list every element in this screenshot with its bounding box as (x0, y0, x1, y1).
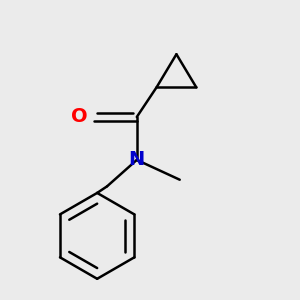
Text: O: O (71, 107, 87, 127)
Text: N: N (129, 150, 145, 170)
